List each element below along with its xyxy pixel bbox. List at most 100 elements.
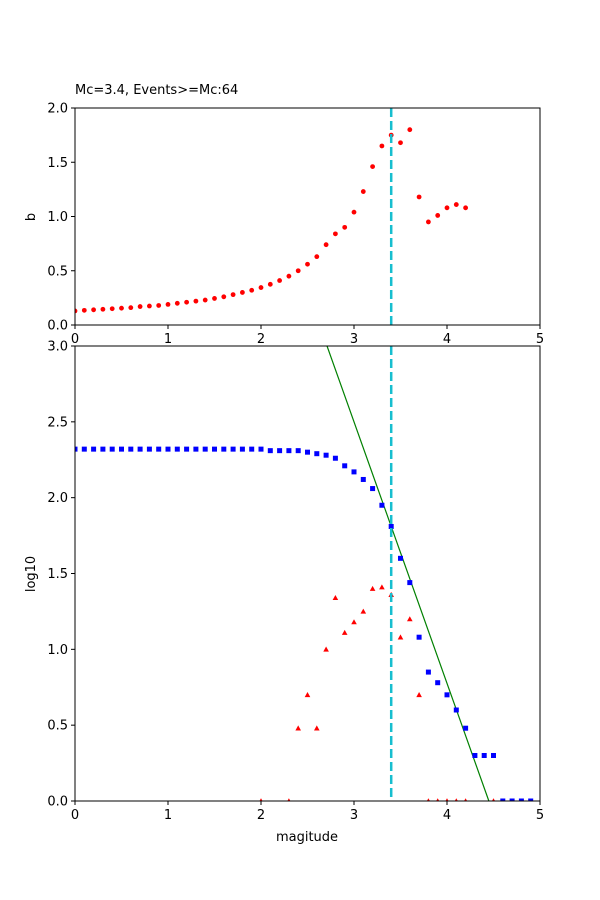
data-point: [137, 304, 143, 309]
data-point: [295, 448, 301, 454]
y-tick-label: 2.0: [47, 491, 68, 506]
data-point: [445, 798, 449, 801]
y-tick-label: 0.0: [47, 795, 68, 810]
data-point: [351, 209, 357, 215]
data-point: [341, 629, 348, 635]
data-point: [109, 446, 115, 452]
top-plot-frame: [74, 107, 541, 326]
data-point: [184, 446, 190, 452]
data-point: [314, 725, 320, 731]
data-point: [509, 798, 515, 801]
data-point: [174, 446, 180, 452]
data-point: [333, 231, 338, 237]
data-point: [351, 619, 357, 625]
data-point: [472, 753, 478, 758]
x-tick-label: 0: [71, 808, 79, 823]
data-point: [528, 798, 534, 801]
data-point: [425, 669, 431, 675]
data-point: [342, 224, 348, 230]
data-point: [332, 455, 338, 461]
x-tick-label: 2: [257, 332, 265, 347]
data-point: [323, 646, 329, 652]
x-tick-label: 1: [164, 332, 172, 347]
data-point: [267, 448, 273, 454]
data-point: [212, 446, 217, 452]
data-point: [360, 476, 366, 482]
data-point: [426, 798, 430, 801]
data-point: [249, 287, 255, 293]
data-point: [464, 798, 468, 801]
data-point: [81, 446, 87, 452]
data-point: [109, 306, 115, 312]
data-point: [221, 294, 227, 300]
y-tick-label: 1.0: [47, 210, 68, 225]
data-point: [444, 692, 450, 698]
data-point: [258, 446, 264, 452]
top-plot-title: Mc=3.4, Events>=Mc:64: [75, 83, 238, 98]
data-point: [426, 219, 431, 225]
data-point: [397, 634, 404, 640]
data-point: [295, 268, 301, 274]
y-tick-label: 2.0: [47, 102, 68, 117]
data-point: [379, 502, 385, 508]
x-tick-label: 4: [443, 332, 451, 347]
data-point: [351, 469, 357, 475]
data-point: [370, 164, 375, 169]
bottom-plot-x-ticks: 0 1 2 3 4 5: [71, 801, 544, 823]
data-point: [305, 261, 310, 267]
data-point: [435, 213, 441, 218]
data-point: [202, 297, 208, 303]
data-point: [193, 446, 199, 452]
y-tick-label: 1.5: [47, 156, 68, 171]
bottom-plot-marks: [75, 346, 534, 801]
x-tick-label: 4: [443, 808, 451, 823]
data-point: [230, 292, 236, 298]
y-tick-label: 0.5: [47, 264, 68, 279]
data-point: [398, 140, 403, 146]
y-tick-label: 0.5: [47, 719, 68, 734]
data-point: [75, 446, 78, 452]
data-point: [518, 798, 524, 801]
data-point: [491, 798, 496, 801]
data-point: [323, 452, 329, 458]
data-point: [370, 486, 376, 492]
data-point: [305, 449, 310, 455]
data-point: [156, 446, 162, 452]
top-plot-y-ticks: 0.0 0.5 1.0 1.5 2.0: [47, 102, 75, 334]
data-point: [147, 303, 152, 309]
y-tick-label: 1.0: [47, 643, 68, 658]
data-point: [277, 278, 282, 283]
data-point: [128, 305, 134, 311]
bottom-plot-frame: [74, 345, 541, 802]
data-point: [277, 448, 283, 454]
data-point: [342, 463, 348, 469]
y-tick-label: 2.5: [47, 415, 68, 430]
x-tick-label: 5: [536, 332, 544, 347]
data-point: [156, 303, 162, 308]
data-point: [407, 616, 413, 622]
bottom-plot-xlabel: magitude: [276, 830, 338, 845]
data-point: [463, 205, 468, 211]
data-point: [165, 301, 171, 307]
data-point: [286, 273, 292, 279]
data-point: [119, 305, 124, 311]
data-point: [304, 692, 311, 698]
x-tick-label: 0: [71, 332, 79, 347]
data-point: [100, 306, 106, 312]
x-tick-label: 3: [350, 808, 358, 823]
data-point: [91, 307, 96, 313]
data-point: [491, 753, 496, 758]
data-point: [295, 725, 301, 731]
x-tick-label: 1: [164, 808, 172, 823]
data-point: [174, 300, 180, 306]
data-point: [221, 446, 227, 452]
data-point: [369, 585, 376, 591]
data-point: [314, 254, 320, 260]
data-point: [454, 798, 458, 801]
data-point: [398, 555, 403, 561]
data-point: [379, 143, 385, 149]
y-tick-label: 0.0: [47, 319, 68, 334]
data-point: [240, 290, 245, 295]
top-plot-x-ticks: 0 1 2 3 4 5: [71, 325, 544, 347]
data-point: [407, 127, 413, 133]
